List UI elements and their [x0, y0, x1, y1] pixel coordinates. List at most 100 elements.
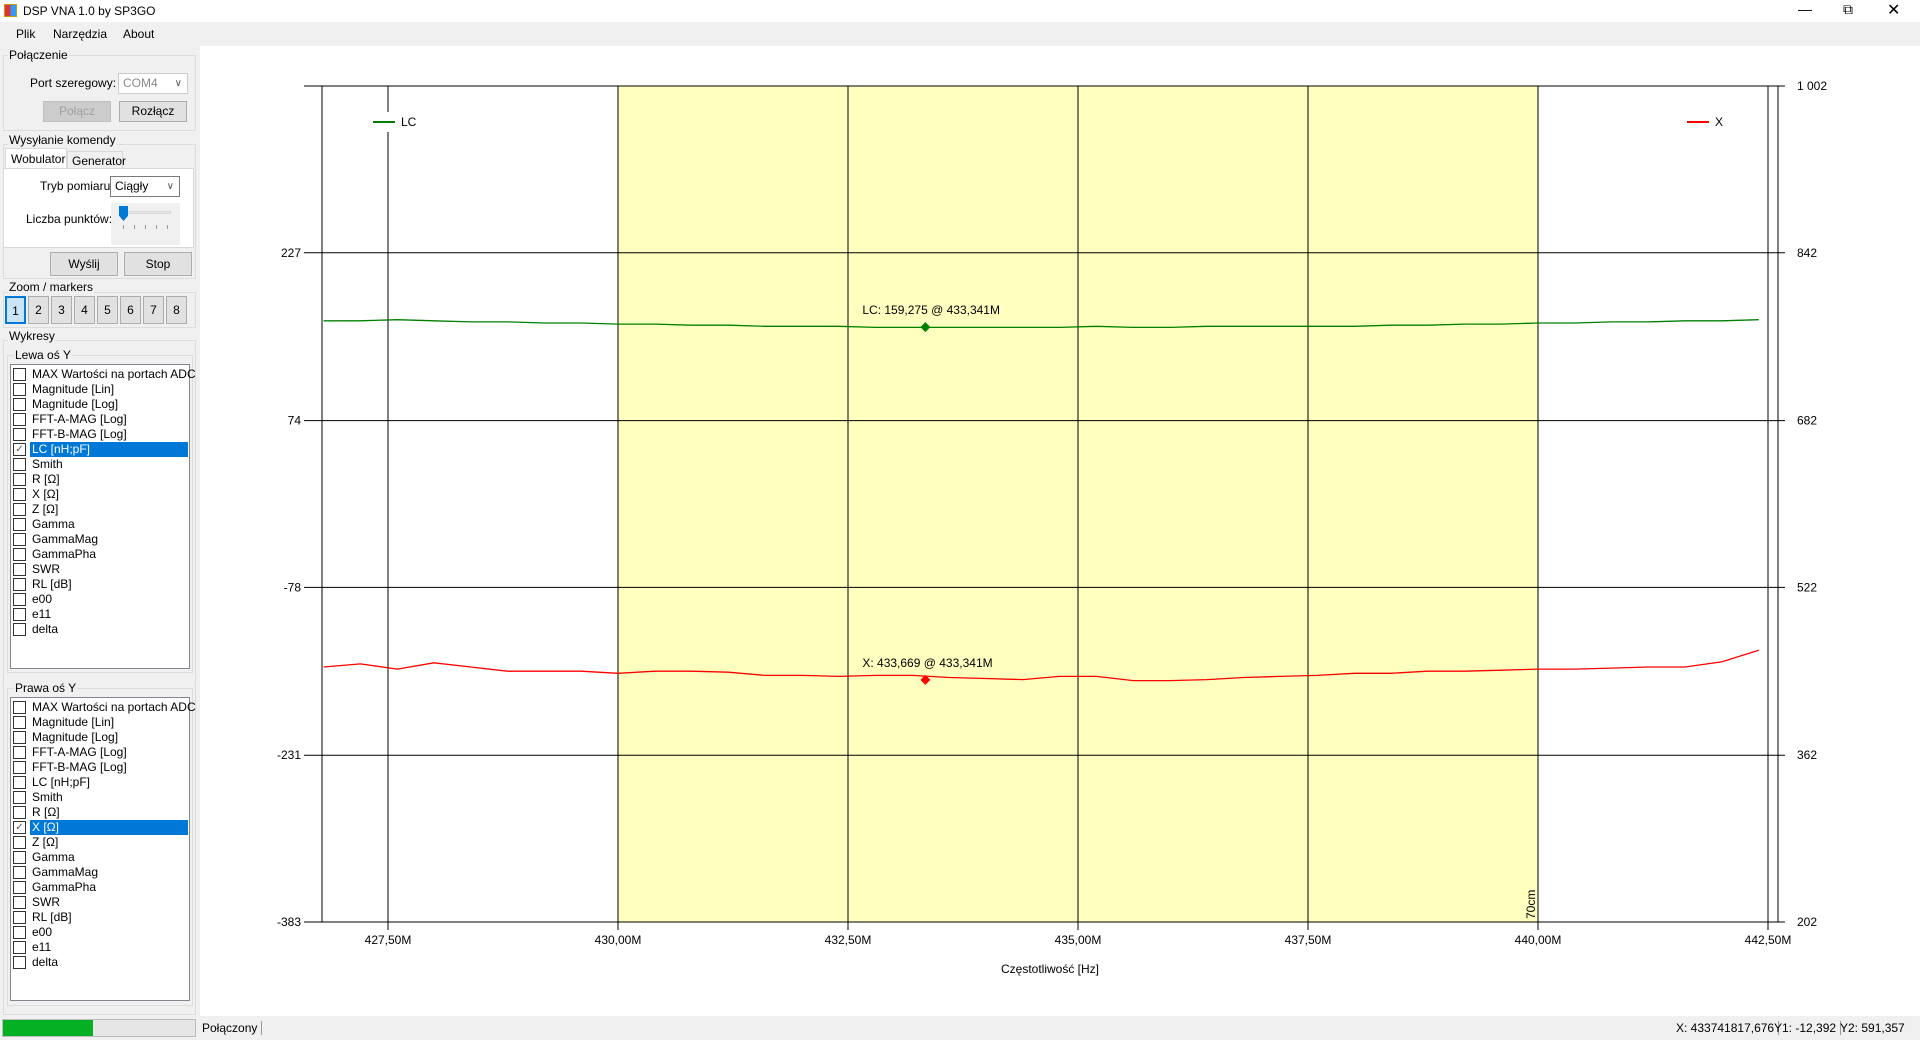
checkbox[interactable] — [13, 413, 26, 426]
send-button[interactable]: Wyślij — [50, 252, 118, 276]
zoom-button-1[interactable]: 1 — [5, 296, 26, 324]
checkbox[interactable] — [13, 473, 26, 486]
zoom-button-8[interactable]: 8 — [166, 296, 187, 324]
chart-option[interactable]: R [Ω] — [11, 472, 189, 487]
chart-option[interactable]: ✓ LC [nH;pF] — [11, 442, 189, 457]
checkbox[interactable] — [13, 368, 26, 381]
checkbox[interactable] — [13, 956, 26, 969]
zoom-button-2[interactable]: 2 — [28, 296, 49, 324]
checkbox[interactable] — [13, 533, 26, 546]
chart-option[interactable]: SWR — [11, 895, 189, 910]
checkbox[interactable] — [13, 623, 26, 636]
checkbox[interactable] — [13, 548, 26, 561]
checkbox[interactable] — [13, 791, 26, 804]
chart-option[interactable]: FFT-A-MAG [Log] — [11, 745, 189, 760]
checkbox[interactable]: ✓ — [13, 443, 26, 456]
chart-option[interactable]: e00 — [11, 592, 189, 607]
chart-option[interactable]: Magnitude [Log] — [11, 730, 189, 745]
chart-option[interactable]: ✓ X [Ω] — [11, 820, 189, 835]
checkbox[interactable] — [13, 518, 26, 531]
checkbox[interactable] — [13, 731, 26, 744]
tab-wobulator[interactable]: Wobulator — [5, 148, 67, 169]
zoom-button-4[interactable]: 4 — [74, 296, 95, 324]
tab-generator[interactable]: Generator — [67, 151, 126, 169]
zoom-button-3[interactable]: 3 — [51, 296, 72, 324]
checkbox[interactable] — [13, 398, 26, 411]
restore-icon[interactable]: ⧉ — [1843, 1, 1853, 17]
chart-option[interactable]: e11 — [11, 940, 189, 955]
checkbox[interactable] — [13, 911, 26, 924]
checkbox[interactable]: ✓ — [13, 821, 26, 834]
checkbox[interactable] — [13, 563, 26, 576]
mode-select[interactable]: Ciągły ∨ — [110, 176, 180, 197]
chart-option[interactable]: Z [Ω] — [11, 835, 189, 850]
checkbox[interactable] — [13, 428, 26, 441]
close-icon[interactable]: ✕ — [1887, 2, 1901, 19]
checkbox[interactable] — [13, 896, 26, 909]
menu-about[interactable]: About — [123, 27, 155, 41]
chart-option[interactable]: LC [nH;pF] — [11, 775, 189, 790]
chart-option[interactable]: e00 — [11, 925, 189, 940]
checkbox[interactable] — [13, 488, 26, 501]
checkbox[interactable] — [13, 608, 26, 621]
chart-option[interactable]: RL [dB] — [11, 910, 189, 925]
checkbox[interactable] — [13, 593, 26, 606]
chart-option[interactable]: GammaMag — [11, 865, 189, 880]
zoom-button-7[interactable]: 7 — [143, 296, 164, 324]
chart-option[interactable]: e11 — [11, 607, 189, 622]
checkbox[interactable] — [13, 383, 26, 396]
checkbox[interactable] — [13, 866, 26, 879]
port-select[interactable]: COM4 ∨ — [118, 73, 188, 94]
chart-option[interactable]: GammaPha — [11, 547, 189, 562]
right-axis-list[interactable]: MAX Wartości na portach ADC Magnitude [Li… — [10, 697, 196, 1001]
chart-option[interactable]: Z [Ω] — [11, 502, 189, 517]
chart-option[interactable]: delta — [11, 622, 189, 637]
chart-option[interactable]: R [Ω] — [11, 805, 189, 820]
checkbox[interactable] — [13, 776, 26, 789]
slider-thumb[interactable] — [119, 206, 128, 221]
stop-button[interactable]: Stop — [124, 252, 192, 276]
checkbox[interactable] — [13, 578, 26, 591]
checkbox[interactable] — [13, 806, 26, 819]
chart-option[interactable]: X [Ω] — [11, 487, 189, 502]
zoom-button-5[interactable]: 5 — [97, 296, 118, 324]
left-axis-list[interactable]: MAX Wartości na portach ADC Magnitude [Li… — [10, 364, 196, 669]
checkbox[interactable] — [13, 761, 26, 774]
checkbox[interactable] — [13, 851, 26, 864]
checkbox[interactable] — [13, 503, 26, 516]
marker-x[interactable] — [920, 674, 931, 685]
menu-narzedzia[interactable]: Narzędzia — [53, 27, 108, 41]
checkbox[interactable] — [13, 746, 26, 759]
zoom-button-6[interactable]: 6 — [120, 296, 141, 324]
marker-lc[interactable] — [920, 322, 931, 333]
chart-option[interactable]: GammaPha — [11, 880, 189, 895]
chart-option[interactable]: FFT-B-MAG [Log] — [11, 760, 189, 775]
chart-option[interactable]: FFT-B-MAG [Log] — [11, 427, 189, 442]
checkbox[interactable] — [13, 881, 26, 894]
checkbox[interactable] — [13, 716, 26, 729]
chart-option[interactable]: Magnitude [Log] — [11, 397, 189, 412]
minimize-icon[interactable]: — — [1798, 1, 1812, 17]
chart-option[interactable]: MAX Wartości na portach ADC — [11, 700, 196, 715]
chart-option[interactable]: Magnitude [Lin] — [11, 715, 189, 730]
points-slider[interactable] — [111, 203, 180, 245]
chart-option[interactable]: RL [dB] — [11, 577, 189, 592]
checkbox[interactable] — [13, 458, 26, 471]
chart-option[interactable]: MAX Wartości na portach ADC — [11, 367, 196, 382]
checkbox[interactable] — [13, 926, 26, 939]
checkbox[interactable] — [13, 836, 26, 849]
chart-option[interactable]: Smith — [11, 457, 189, 472]
checkbox[interactable] — [13, 941, 26, 954]
chart-option[interactable]: Gamma — [11, 850, 189, 865]
chart-option[interactable]: SWR — [11, 562, 189, 577]
chart-option[interactable]: GammaMag — [11, 532, 189, 547]
checkbox[interactable] — [13, 701, 26, 714]
chart-option[interactable]: Gamma — [11, 517, 189, 532]
chart-option[interactable]: delta — [11, 955, 189, 970]
connect-button[interactable]: Połącz — [43, 101, 111, 122]
disconnect-button[interactable]: Rozłącz — [119, 101, 187, 122]
menu-plik[interactable]: Plik — [16, 27, 36, 41]
chart-option[interactable]: Magnitude [Lin] — [11, 382, 189, 397]
chart-option[interactable]: FFT-A-MAG [Log] — [11, 412, 189, 427]
